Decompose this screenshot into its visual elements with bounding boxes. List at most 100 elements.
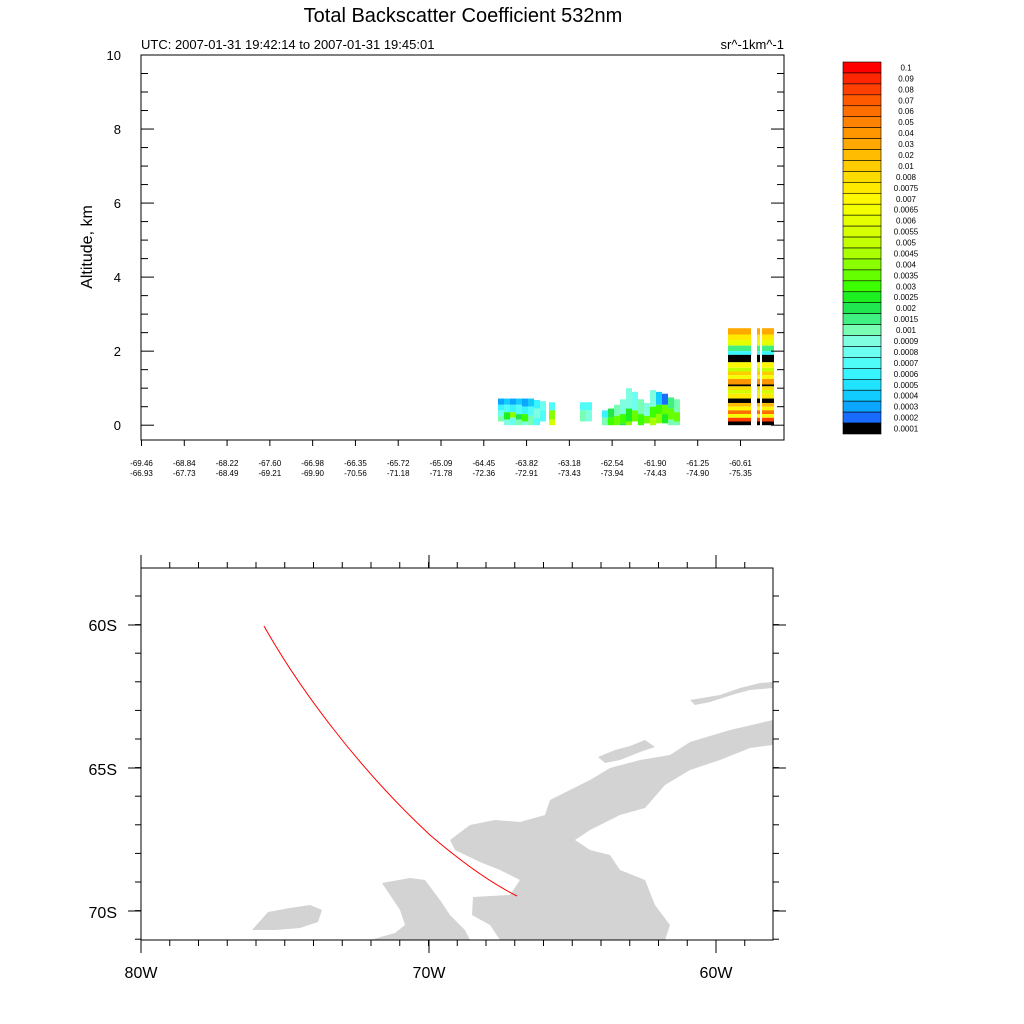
backscatter-cell <box>757 406 760 411</box>
colorbar-label: 0.0008 <box>894 348 919 357</box>
x-tick-label-lat: -63.82 <box>515 459 538 468</box>
lat-label-60s: 60S <box>89 618 117 635</box>
colorbar-swatch <box>842 247 882 260</box>
x-tick-label-lon: -72.36 <box>472 469 495 478</box>
colorbar-swatch <box>842 116 882 128</box>
backscatter-cell <box>614 404 620 416</box>
colorbar-label: 0.02 <box>898 151 914 160</box>
colorbar-label: 0.0005 <box>894 381 919 390</box>
colorbar-label: 0.07 <box>898 96 914 105</box>
y-tick-label: 0 <box>114 418 121 433</box>
colorbar-label: 0.08 <box>898 85 914 94</box>
backscatter-cell <box>728 371 751 376</box>
lat-label-70s: 70S <box>89 905 117 922</box>
backscatter-cell <box>728 354 751 363</box>
colorbar-label: 0.003 <box>896 282 917 291</box>
x-tick-label-lon: -70.56 <box>344 469 367 478</box>
backscatter-cell <box>504 398 510 405</box>
colorbar-label: 0.0003 <box>894 403 919 412</box>
colorbar-swatch <box>842 225 882 238</box>
backscatter-cell <box>757 421 760 426</box>
backscatter-cell <box>757 345 760 352</box>
backscatter-cell <box>757 398 760 403</box>
colorbar-swatch <box>842 411 882 424</box>
satellite-track <box>263 625 518 897</box>
colorbar-swatch <box>842 357 882 369</box>
colorbar-label: 0.0015 <box>894 315 919 324</box>
backscatter-cell <box>540 410 546 422</box>
x-tick-label-lat: -62.54 <box>601 459 624 468</box>
backscatter-cell <box>522 414 528 422</box>
lat-label-65s: 65S <box>89 762 117 779</box>
colorbar-label: 0.1 <box>900 63 912 72</box>
backscatter-cell <box>656 391 662 405</box>
backscatter-cell <box>662 404 668 415</box>
backscatter-cell <box>757 334 760 341</box>
backscatter-cell <box>762 351 774 355</box>
lon-label-80w: 80W <box>125 965 159 982</box>
y-tick-label: 10 <box>107 48 121 63</box>
units-label: sr^-1km^-1 <box>721 37 784 52</box>
backscatter-cell <box>580 402 586 411</box>
backscatter-cell <box>757 351 760 355</box>
colorbar-swatch <box>842 302 882 314</box>
backscatter-cell <box>762 406 774 411</box>
backscatter-cell <box>757 390 760 394</box>
backscatter-cell <box>674 421 680 426</box>
y-tick-label: 6 <box>114 196 121 211</box>
backscatter-cell <box>620 399 626 415</box>
colorbar-label: 0.06 <box>898 107 914 116</box>
x-tick-label-lon: -69.90 <box>301 469 324 478</box>
backscatter-cell <box>510 398 516 405</box>
backscatter-cell <box>549 402 555 411</box>
backscatter-cell <box>757 414 760 418</box>
backscatter-cell <box>620 414 626 424</box>
backscatter-cell <box>638 399 644 415</box>
backscatter-cell <box>757 367 760 372</box>
backscatter-cell <box>757 354 760 363</box>
colorbar-swatch <box>842 258 882 271</box>
backscatter-cell <box>549 410 555 420</box>
backscatter-cell <box>762 384 774 387</box>
colorbar-swatch <box>842 236 882 249</box>
colorbar-swatch <box>842 160 882 172</box>
colorbar-swatch <box>842 72 882 85</box>
backscatter-cell <box>586 410 592 422</box>
backscatter-cell <box>728 386 751 391</box>
x-axis: -69.46-66.93 -68.84-67.73 -68.22-68.49 -67.… <box>130 440 752 478</box>
backscatter-cell <box>728 393 751 399</box>
backscatter-cell <box>522 398 528 407</box>
backscatter-cell <box>728 410 751 415</box>
backscatter-cell <box>757 410 760 415</box>
backscatter-cell <box>757 375 760 379</box>
colorbar-swatch <box>842 203 882 216</box>
x-tick-label-lat: -63.18 <box>558 459 581 468</box>
colorbar-swatch <box>842 61 882 74</box>
backscatter-cell <box>516 414 522 420</box>
backscatter-cell <box>602 410 608 418</box>
colorbar-swatch <box>842 149 882 161</box>
backscatter-cell <box>498 404 504 411</box>
colorbar-swatch <box>842 368 882 380</box>
backscatter-cell <box>762 345 774 352</box>
land-small-island <box>252 905 322 930</box>
colorbar-label: 0.0007 <box>894 359 919 368</box>
backscatter-cell <box>757 340 760 346</box>
backscatter-cell <box>516 419 522 426</box>
colorbar-swatch <box>842 138 882 150</box>
backscatter-cell <box>534 417 540 426</box>
backscatter-cell <box>728 378 751 385</box>
x-tick-label-lon: -74.90 <box>686 469 709 478</box>
x-tick-label-lon: -67.73 <box>173 469 196 478</box>
backscatter-cell <box>762 398 774 403</box>
colorbar-label: 0.0025 <box>894 293 919 302</box>
backscatter-cell <box>674 399 680 413</box>
colorbar-label: 0.006 <box>896 217 917 226</box>
y-axis: 0 2 4 6 8 10 <box>107 48 784 433</box>
backscatter-cell <box>728 390 751 394</box>
backscatter-cell <box>762 386 774 391</box>
colorbar-swatch <box>842 291 882 304</box>
backscatter-cell <box>757 417 760 422</box>
x-tick-label-lat: -66.98 <box>301 459 324 468</box>
